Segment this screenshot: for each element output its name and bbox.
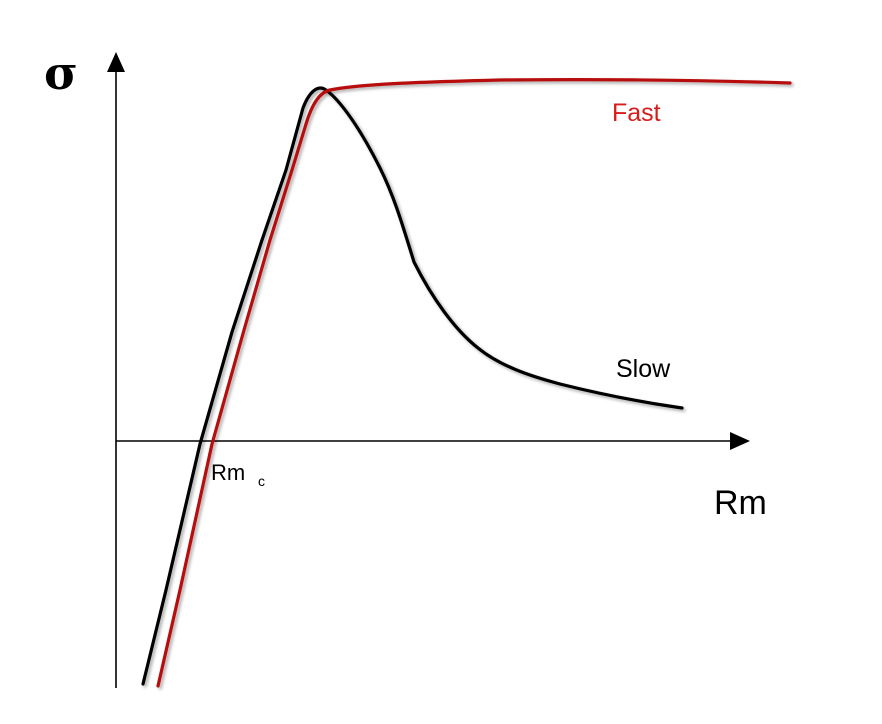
fast-curve-label: Fast — [612, 99, 661, 127]
y-axis — [107, 52, 125, 688]
x-axis-arrowhead — [730, 432, 750, 450]
x-axis — [116, 432, 750, 450]
critical-rm-subscript: c — [258, 473, 265, 489]
fast-curve — [156, 78, 792, 688]
slow-curve — [141, 86, 684, 686]
critical-rm-label: Rm c — [211, 460, 265, 489]
x-axis-label: Rm — [714, 484, 767, 522]
y-axis-label: σ — [44, 46, 78, 100]
y-axis-arrowhead — [107, 52, 125, 72]
slow-curve-label: Slow — [616, 355, 671, 383]
critical-rm-main: Rm — [211, 460, 245, 485]
